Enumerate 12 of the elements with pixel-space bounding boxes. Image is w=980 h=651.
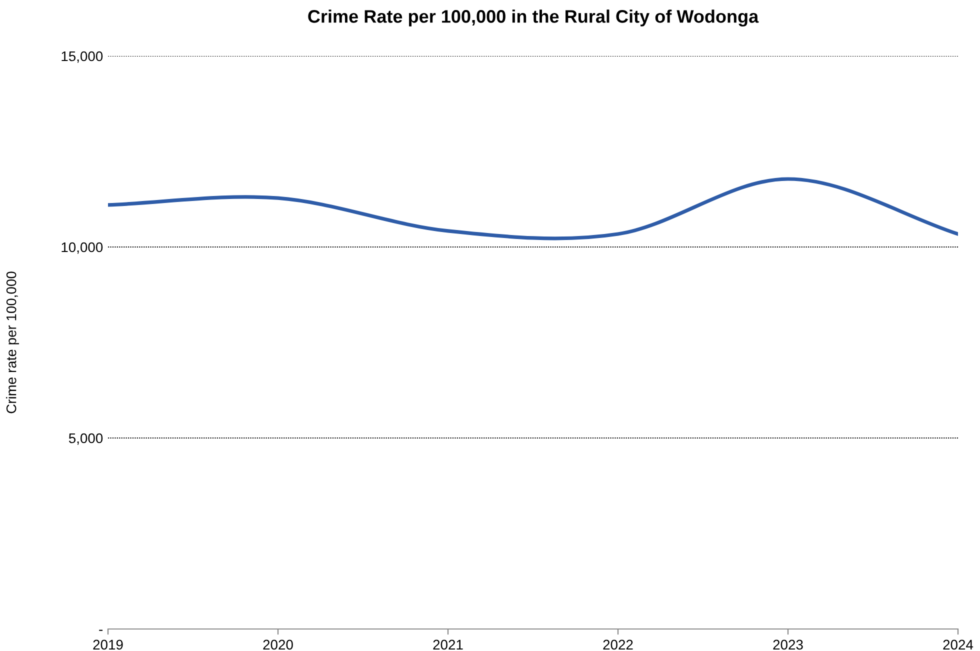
y-tick-label: - (99, 630, 103, 631)
x-tick-label: 2023 (773, 640, 803, 650)
x-tick-label: 2024 (943, 640, 974, 650)
x-tick-label: 2021 (433, 640, 463, 650)
x-tick-label: 2020 (263, 640, 293, 650)
y-tick-label: 10,000 (62, 242, 103, 254)
y-axis-title: Crime rate per 100,000 (6, 272, 19, 414)
y-tick-label: 15,000 (62, 51, 103, 63)
chart-title: Crime Rate per 100,000 in the Rural City of Wodonga (308, 10, 759, 26)
x-tick-label: 2022 (603, 640, 633, 650)
x-tick-label: 2019 (93, 640, 123, 650)
y-tick-label: 5,000 (68, 433, 103, 445)
